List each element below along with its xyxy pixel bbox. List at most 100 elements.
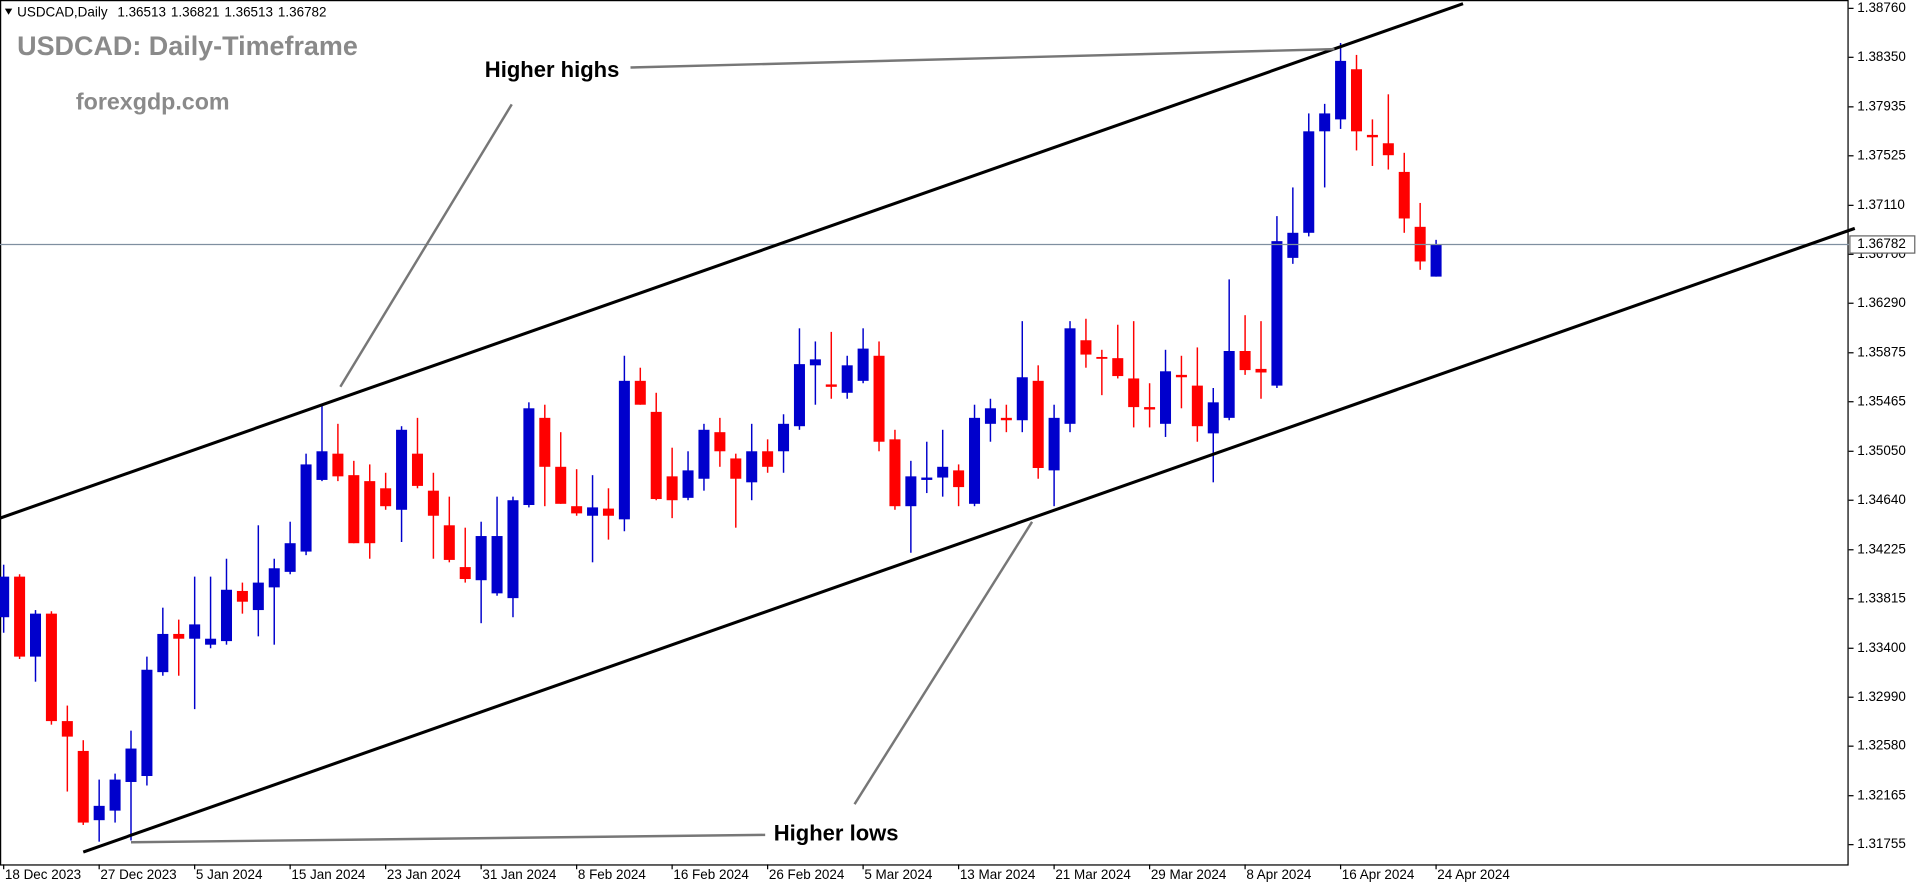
candle-body [475,536,487,581]
y-tick-label: 1.32165 [1857,787,1906,802]
candle-body [1398,171,1410,219]
candle-body [841,365,853,393]
candle-body [1032,380,1044,468]
candle-body [427,490,439,516]
candle-body [778,423,790,452]
candle-body [602,508,614,516]
candle-body [1000,417,1012,421]
candle-body [1207,402,1219,434]
y-tick-label: 1.37525 [1857,147,1906,162]
annotation: Higher lows [774,821,899,846]
candle-body [1319,113,1331,132]
y-tick-label: 1.35875 [1857,344,1906,359]
x-tick-label: 5 Mar 2024 [864,867,933,882]
x-tick-label: 23 Jan 2024 [387,867,462,882]
candle-body [14,576,26,657]
chart-title: USDCAD: Daily-Timeframe [17,31,358,61]
candle-body [905,476,917,507]
symbol: USDCAD,Daily [17,4,108,19]
x-tick-label: 31 Jan 2024 [482,867,557,882]
candle-body [189,624,201,639]
x-tick-label: 15 Jan 2024 [291,867,366,882]
candle-body [1303,131,1315,233]
candle-body [284,543,296,572]
candle-body [1048,417,1060,471]
candle-body [1175,374,1187,378]
candle-body [1128,378,1140,408]
y-tick-label: 1.35050 [1857,443,1906,458]
y-tick-label: 1.34225 [1857,541,1906,556]
candle-body [491,536,503,594]
candle-body [857,348,869,381]
candle-body [141,669,153,777]
x-tick-label: 26 Feb 2024 [769,867,845,882]
candle-body [1366,134,1378,138]
candle-body [650,411,662,500]
candle-body [698,429,710,479]
candle-body [1430,244,1442,277]
lower-channel-line [82,226,1856,854]
marks [0,42,1849,842]
candle-body [730,458,742,479]
candle-body [825,384,837,387]
candle-body [666,476,678,501]
candle-body [1255,368,1267,373]
candle-body [682,470,694,498]
candle-body [587,507,599,516]
x-tick-label: 27 Dec 2023 [100,867,176,882]
candle-body [300,464,312,552]
header-high: 1.36821 [171,4,220,19]
candle-body [1382,143,1394,156]
menu-arrow [4,8,13,15]
y-tick-label: 1.31755 [1857,836,1906,851]
candle-body [809,359,821,366]
candle-body [1160,371,1172,424]
y-tick-label: 1.32580 [1857,738,1906,753]
candle-body [1335,60,1347,120]
candle-body [969,417,981,504]
candle-body [45,613,57,722]
y-tick-label: 1.33815 [1857,590,1906,605]
candle-body [793,364,805,427]
candle-body [236,590,248,602]
chart-subtitle: forexgdp.com [76,88,230,114]
candle-body [157,633,169,673]
candle-body [634,380,646,405]
x-tick-label: 13 Mar 2024 [960,867,1036,882]
candle-body [125,748,137,782]
leader-line [630,47,1335,69]
y-tick-label: 1.37110 [1857,197,1905,212]
candle-body [348,475,360,544]
candle-body [380,488,392,507]
candle-body [0,576,10,618]
x-tick-label: 21 Mar 2024 [1055,867,1131,882]
x-tick-label: 16 Feb 2024 [673,867,749,882]
leader-line [339,103,513,388]
y-tick-label: 1.37935 [1857,98,1906,113]
candle-body [252,582,264,611]
candle-body [93,805,105,821]
candle-body [1350,69,1363,132]
leader-line [853,521,1034,805]
candle-body [1064,328,1076,424]
plot-frame [0,0,1849,866]
price-label-box [1849,235,1916,254]
candle-body [937,466,949,478]
candle-body [1239,350,1251,371]
y-tick-label: 1.33400 [1857,640,1906,655]
candle-body [1271,241,1283,386]
y-tick-label: 1.38350 [1857,49,1906,64]
candle-body [889,439,901,507]
candle-body [873,355,885,442]
price-label: 1.36782 [1857,236,1906,251]
x-tick-label: 5 Jan 2024 [196,867,263,882]
candle-body [205,638,217,645]
candle-body [29,613,42,657]
candle-body [762,451,774,467]
header-low: 1.36513 [224,4,273,19]
y-tick-label: 1.34640 [1857,492,1906,507]
candle-body [984,408,996,424]
